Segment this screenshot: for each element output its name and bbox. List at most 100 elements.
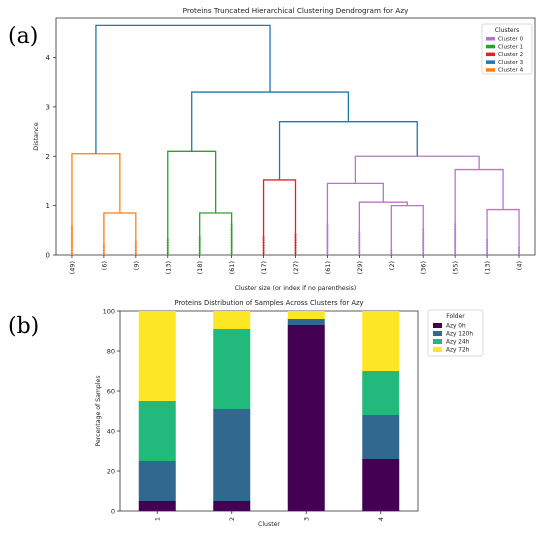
leaf-dot: [454, 251, 457, 255]
leaf-dot: [230, 231, 233, 234]
leaf-dot: [326, 241, 329, 244]
bar-segment: [138, 311, 176, 401]
legend-swatch-a: [486, 68, 495, 72]
bar-segment: [138, 401, 176, 461]
leaf-dot: [454, 225, 457, 229]
legend-swatch-b: [433, 331, 442, 336]
bar-segment: [287, 319, 325, 325]
legend-swatch-a: [486, 60, 495, 64]
x-axis-label-a: Cluster size (or index if no parenthesis…: [235, 285, 357, 292]
leaf-dot: [262, 244, 265, 247]
leaf-dot: [166, 238, 169, 242]
leaf-dot: [390, 249, 393, 252]
leaf-dot: [358, 241, 361, 244]
leaf-dot: [230, 228, 233, 231]
leaf-dot: [294, 251, 297, 255]
y-tick-label-a: 0: [46, 252, 50, 260]
leaf-dot: [70, 233, 74, 236]
legend-title-b: Folder: [446, 313, 465, 320]
leaf-dot: [358, 231, 361, 234]
leaf-dot: [294, 236, 297, 239]
leaf-dot: [358, 244, 361, 247]
y-axis-label-a: Distance: [32, 122, 40, 150]
legend-entry-b: Azy 24h: [446, 340, 470, 346]
leaf-dot: [517, 246, 521, 249]
leaf-dot: [326, 244, 329, 247]
leaf-label: (55): [452, 261, 460, 274]
y-tick-label-a: 2: [46, 153, 50, 161]
plot-frame-b: [119, 310, 419, 512]
leaf-dot: [486, 244, 489, 247]
leaf-dot: [262, 241, 265, 244]
leaf-dot: [422, 238, 425, 242]
leaf-dot: [166, 249, 169, 252]
leaf-dot: [326, 228, 329, 231]
y-tick-label-b: 20: [107, 468, 115, 476]
leaf-dot: [102, 251, 105, 255]
panel-label-b: (b): [8, 314, 40, 339]
leaf-dot: [70, 231, 74, 234]
leaf-dot: [486, 241, 489, 244]
leaf-dot: [262, 249, 265, 252]
leaf-dot: [198, 241, 201, 244]
bar-segment: [362, 415, 400, 459]
leaf-dot: [358, 236, 361, 239]
y-axis-label-b: Percentage of Samples: [95, 375, 102, 446]
leaf-label: (27): [292, 261, 300, 274]
leaf-dot: [454, 236, 457, 239]
leaf-dot: [358, 251, 361, 255]
leaf-dot: [486, 246, 489, 249]
leaf-dot: [70, 228, 74, 231]
leaf-dot: [230, 236, 233, 239]
leaf-dot: [102, 246, 105, 249]
x-tick-label-b: 2: [228, 517, 236, 521]
leaf-dot: [198, 249, 201, 252]
leaf-dot: [454, 228, 457, 231]
legend-entry-a: Cluster 1: [498, 44, 524, 50]
leaf-dot: [134, 251, 137, 255]
y-tick-label-b: 60: [107, 388, 115, 396]
leaf-dot: [326, 246, 329, 249]
bar-segment: [213, 311, 251, 329]
leaf-dot: [230, 233, 233, 236]
leaf-dot: [230, 241, 233, 244]
dendrogram-link: [278, 121, 418, 180]
leaf-dot: [294, 246, 297, 249]
leaf-dot: [454, 246, 457, 249]
leaf-dot: [294, 244, 297, 247]
leaf-dot: [326, 249, 329, 252]
leaf-dot: [70, 236, 74, 239]
leaf-dot: [454, 231, 457, 234]
leaf-dot: [262, 246, 265, 249]
leaf-dot: [390, 251, 393, 255]
dendrogram-link: [95, 24, 271, 154]
leaf-dot: [422, 246, 425, 249]
x-tick-label-b: 1: [153, 517, 161, 521]
legend-entry-b: Azy 120h: [446, 332, 473, 338]
y-tick-label-a: 3: [46, 103, 50, 111]
leaf-dot: [166, 246, 169, 249]
bar-segment: [138, 501, 176, 511]
y-tick-label-a: 1: [46, 202, 50, 210]
leaf-dot: [454, 233, 457, 236]
y-tick-label-b: 40: [107, 428, 115, 436]
leaf-dot: [102, 244, 105, 247]
leaf-dot: [454, 249, 457, 252]
leaf-dot: [230, 238, 233, 242]
leaf-dot: [102, 249, 105, 252]
leaf-dot: [326, 233, 329, 236]
leaf-dot: [422, 249, 425, 252]
leaf-dot: [422, 233, 425, 236]
leaf-dot: [294, 249, 297, 252]
legend-entry-b: Azy 0h: [446, 324, 466, 330]
leaf-dot: [70, 246, 74, 249]
leaf-dot: [517, 249, 521, 252]
leaf-dot: [454, 241, 457, 244]
bar-segment: [287, 325, 325, 511]
bar-segment: [362, 311, 400, 371]
leaf-dot: [326, 225, 329, 229]
leaf-dot: [326, 236, 329, 239]
x-tick-label-b: 4: [377, 517, 385, 521]
legend-swatch-a: [486, 37, 495, 41]
